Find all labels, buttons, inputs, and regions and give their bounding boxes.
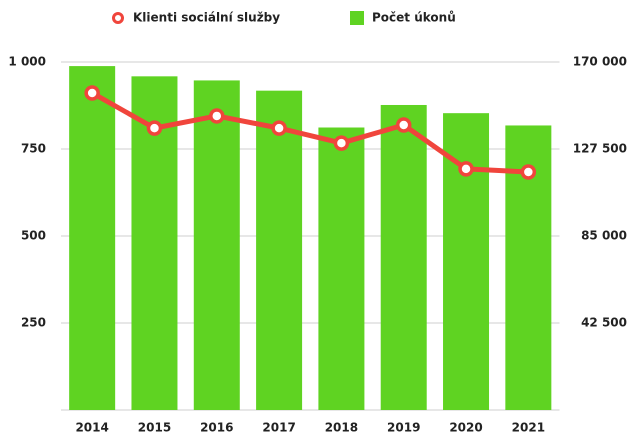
- y-tick-label: 250: [21, 316, 46, 330]
- x-tick-label: 2014: [75, 421, 108, 434]
- y-tick-label: 1 000: [8, 55, 46, 69]
- y-tick-label: 750: [21, 142, 46, 156]
- line-point: [271, 120, 287, 136]
- line-point: [84, 85, 100, 101]
- line-point: [520, 164, 537, 180]
- bar: [256, 90, 303, 411]
- legend-marker: [350, 11, 364, 25]
- line-point: [458, 161, 474, 177]
- line: [90, 90, 529, 175]
- y2-tick-label: 42 500: [581, 316, 627, 330]
- line-point: [333, 135, 350, 151]
- y2-tick-label: 170 000: [573, 55, 627, 69]
- y2-tick-label: 85 000: [581, 229, 627, 243]
- line-point: [209, 108, 225, 124]
- bar: [69, 66, 116, 410]
- legend-label: Počet úkonů: [372, 11, 456, 25]
- legend-label: Klienti sociální služby: [133, 11, 280, 25]
- x-tick-label: 2016: [200, 421, 233, 434]
- x-tick-label: 2017: [262, 421, 295, 434]
- bar: [193, 80, 240, 411]
- y-tick-label: 500: [21, 229, 46, 243]
- x-tick-label: 2015: [138, 421, 171, 434]
- y2-tick-label: 127 500: [573, 142, 627, 156]
- line-point: [395, 117, 412, 133]
- line-point: [146, 120, 163, 136]
- bar: [380, 104, 427, 411]
- x-tick-label: 2018: [325, 421, 358, 434]
- bar: [318, 127, 365, 410]
- x-tick-label: 2021: [512, 421, 545, 434]
- x-tick-label: 2020: [449, 421, 482, 434]
- legend-marker: [112, 12, 124, 24]
- x-tick-label: 2019: [387, 421, 420, 434]
